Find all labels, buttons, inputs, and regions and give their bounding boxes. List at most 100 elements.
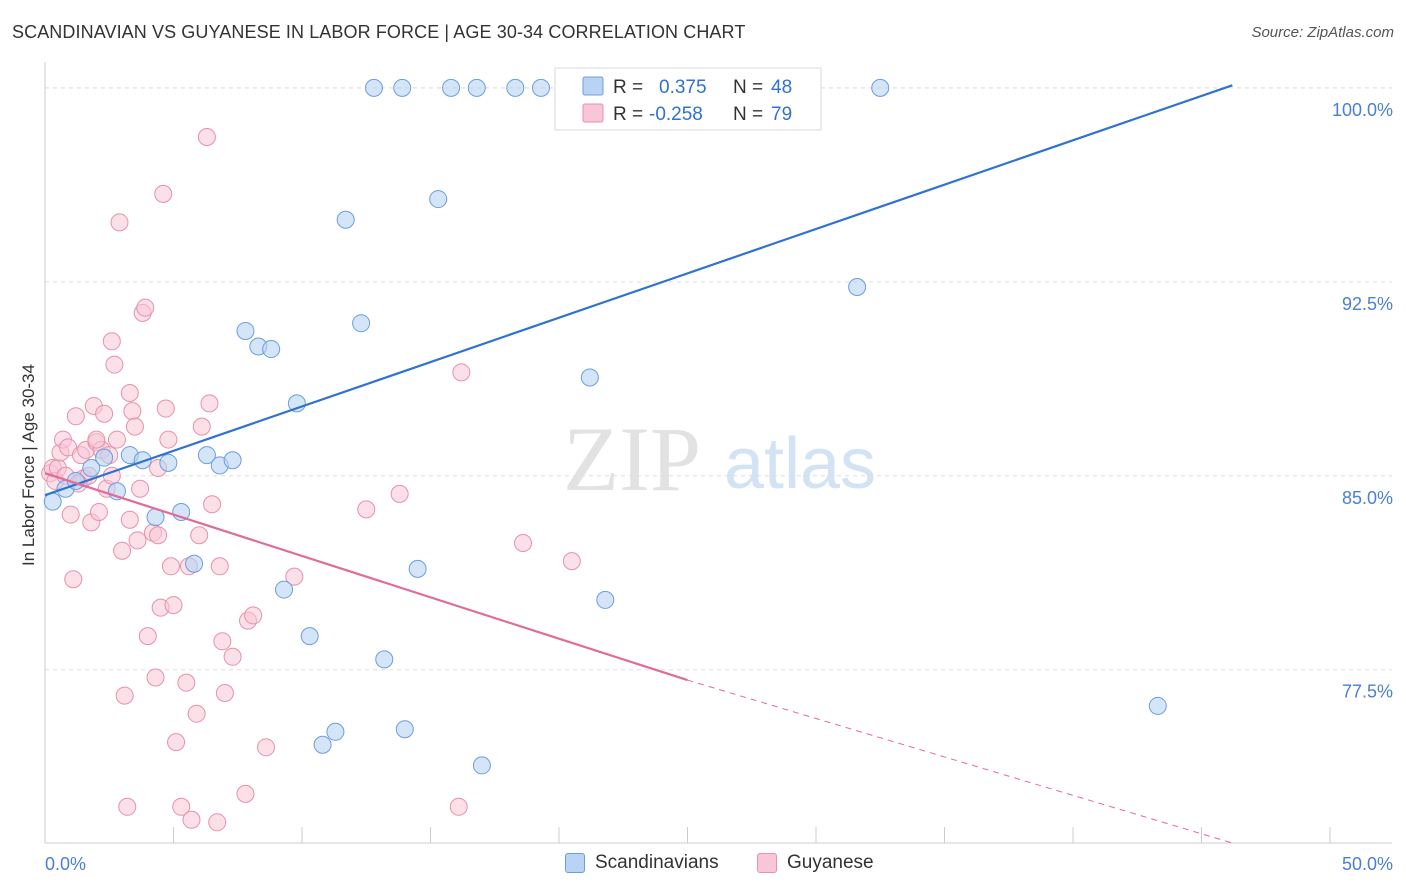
scandinavian-point: [442, 78, 461, 97]
guyanese-point: [161, 557, 180, 576]
stats-r-label-scandinavian: R =: [613, 77, 643, 98]
guyanese-point: [390, 484, 409, 503]
watermark-atlas: atlas: [724, 424, 876, 504]
tick-labels: 77.5% 85.0% 92.5% 100.0% 0.0% 50.0%: [45, 100, 1393, 874]
trend-line-guyanese: [44, 472, 688, 682]
legend-swatch-guyanese: [757, 853, 777, 873]
guyanese-point: [102, 332, 121, 351]
guyanese-point: [87, 430, 106, 449]
trend-lines: [44, 84, 1233, 844]
guyanese-point: [131, 479, 150, 498]
scandinavian-point: [871, 78, 890, 97]
guyanese-point: [110, 213, 129, 232]
guyanese-point: [164, 596, 183, 615]
stats-r-value-guyanese: -0.258: [649, 104, 703, 125]
scandinavian-point: [848, 277, 867, 296]
scandinavian-point: [336, 210, 355, 229]
stats-n-label-scandinavian: N =: [733, 77, 763, 98]
scandinavian-point: [580, 368, 599, 387]
scandinavian-point: [467, 78, 486, 97]
scandinavian-point: [393, 78, 412, 97]
guyanese-point: [452, 363, 471, 382]
guyanese-point: [203, 495, 222, 514]
guyanese-point: [107, 430, 126, 449]
scandinavian-point: [313, 735, 332, 754]
scandinavian-point: [364, 78, 383, 97]
legend-item-scandinavians: Scandinavians: [565, 852, 719, 874]
guyanese-point: [120, 384, 139, 403]
scandinavian-point: [1148, 696, 1167, 715]
guyanese-point: [128, 531, 147, 550]
axes: [44, 62, 1392, 844]
guyanese-point: [154, 184, 173, 203]
legend-swatch-scandinavians: [565, 853, 585, 873]
guyanese-point: [136, 298, 155, 317]
guyanese-point: [210, 557, 229, 576]
guyanese-point: [236, 784, 255, 803]
guyanese-point: [208, 813, 227, 832]
guyanese-point: [115, 686, 134, 705]
guyanese-point: [200, 394, 219, 413]
guyanese-point: [118, 797, 137, 816]
guyanese-points: [41, 127, 581, 832]
y-tick-label: 77.5%: [1342, 682, 1393, 702]
guyanese-point: [156, 399, 175, 418]
guyanese-point: [105, 355, 124, 374]
scandinavian-point: [185, 554, 204, 573]
y-tick-label: 100.0%: [1332, 100, 1393, 120]
scandinavian-point: [596, 590, 615, 609]
scandinavian-point: [223, 451, 242, 470]
guyanese-point: [167, 733, 186, 752]
guyanese-point: [159, 430, 178, 449]
chart-title: SCANDINAVIAN VS GUYANESE IN LABOR FORCE …: [12, 22, 746, 42]
guyanese-point: [123, 402, 142, 421]
guyanese-point: [197, 127, 216, 146]
y-tick-label: 92.5%: [1342, 294, 1393, 314]
guyanese-point: [146, 668, 165, 687]
stats-n-label-guyanese: N =: [733, 104, 763, 125]
guyanese-point: [187, 704, 206, 723]
source-credit: Source: ZipAtlas.com: [1251, 24, 1394, 41]
watermark-zip: ZIP: [563, 408, 701, 510]
x-tick-label-max: 50.0%: [1342, 854, 1393, 874]
guyanese-point: [120, 510, 139, 529]
guyanese-point: [61, 505, 80, 524]
guyanese-point: [89, 502, 108, 521]
trend-line-scandinavians: [44, 84, 1233, 497]
guyanese-point: [138, 627, 157, 646]
scandinavian-point: [95, 448, 114, 467]
guyanese-point: [215, 684, 234, 703]
guyanese-point: [149, 526, 168, 545]
y-tick-label: 85.0%: [1342, 488, 1393, 508]
scandinavian-point: [133, 451, 152, 470]
scandinavian-point: [472, 756, 491, 775]
guyanese-point: [192, 417, 211, 436]
guyanese-point: [213, 632, 232, 651]
scandinavian-point: [275, 580, 294, 599]
guyanese-point: [125, 417, 144, 436]
guyanese-point: [95, 404, 114, 423]
scandinavian-point: [262, 340, 281, 359]
x-tick-label-min: 0.0%: [45, 854, 86, 874]
guyanese-point: [449, 797, 468, 816]
scandinavian-point: [82, 459, 101, 478]
legend-label-scandinavians: Scandinavians: [595, 852, 719, 873]
scandinavian-point: [429, 190, 448, 209]
y-axis-label: In Labor Force | Age 30-34: [19, 364, 38, 566]
guyanese-point: [223, 647, 242, 666]
scandinavian-point: [159, 453, 178, 472]
legend-item-guyanese: Guyanese: [757, 852, 874, 874]
scandinavian-point: [408, 559, 427, 578]
guyanese-point: [257, 738, 276, 757]
guyanese-point: [244, 606, 263, 625]
scandinavian-point: [352, 314, 371, 333]
scandinavian-point: [326, 722, 345, 741]
guyanese-point: [177, 673, 196, 692]
stats-legend-swatch-scandinavian: [582, 76, 604, 96]
guyanese-point: [285, 567, 304, 586]
guyanese-point: [66, 407, 85, 426]
guyanese-point: [190, 526, 209, 545]
stats-legend: R = 0.375 N = 48 R = -0.258 N = 79: [554, 67, 822, 131]
legend-label-guyanese: Guyanese: [787, 852, 874, 873]
